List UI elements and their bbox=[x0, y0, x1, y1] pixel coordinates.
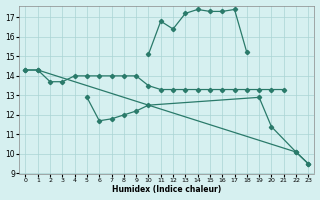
X-axis label: Humidex (Indice chaleur): Humidex (Indice chaleur) bbox=[112, 185, 221, 194]
